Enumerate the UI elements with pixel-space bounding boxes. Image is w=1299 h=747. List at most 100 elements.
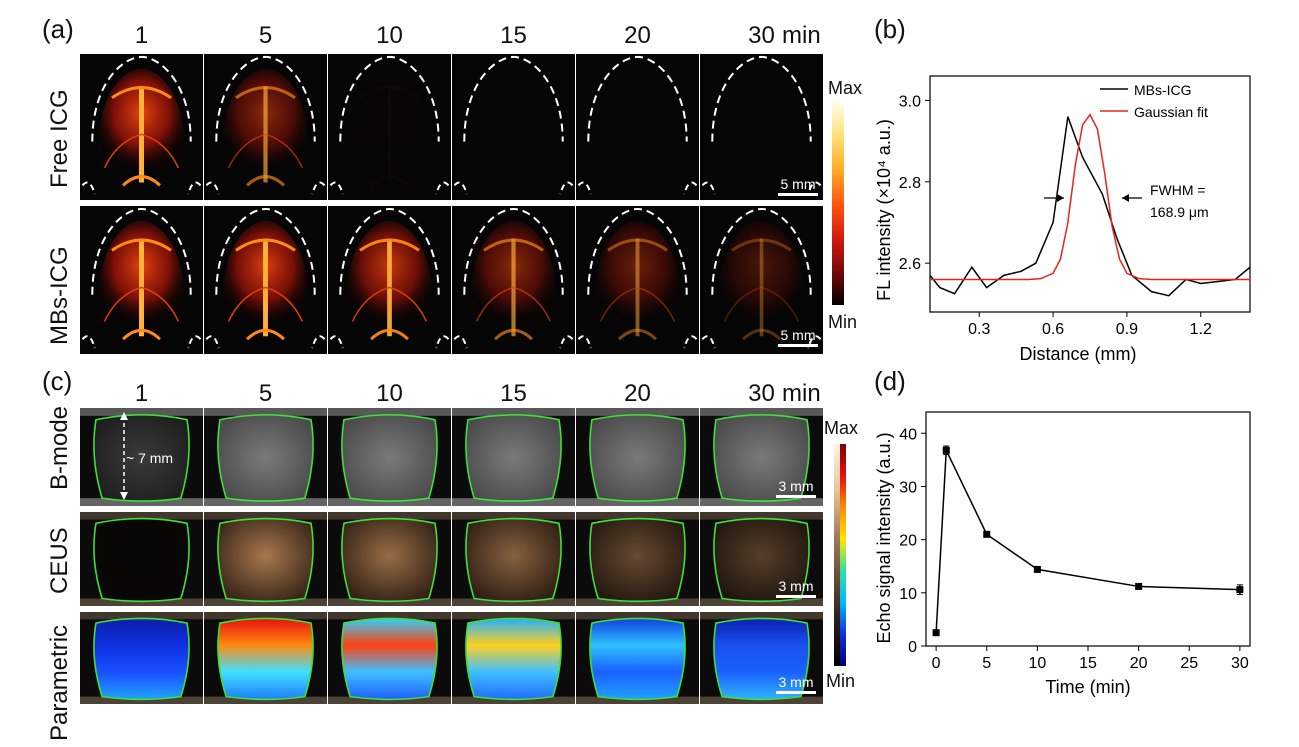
- free-icg-image-15: [452, 54, 575, 200]
- chart-d-point: [1135, 582, 1143, 590]
- scale-bar-c-param-label: 3 mm: [778, 674, 814, 690]
- us-param-image-20: [576, 612, 699, 704]
- chart-d-point: [1236, 586, 1244, 594]
- scale-bar-c-ceus-bar: [776, 595, 816, 598]
- chart-d-xlabel: Time (min): [1045, 677, 1130, 697]
- fwhm-annotation: FWHM = 168.9 μm: [1044, 182, 1209, 220]
- colorbar-a-min: Min: [828, 312, 858, 332]
- row-label-mbs-icg: MBs-ICG: [46, 246, 73, 345]
- time-label-a-1: 1: [134, 22, 149, 49]
- chart-d-ytick-label: 30: [899, 479, 917, 496]
- chart-b-series-1-line: [930, 113, 1250, 281]
- us-bmode-image-20: [576, 408, 699, 506]
- scale-bar-c-param: 3 mm: [776, 674, 816, 694]
- mbs-icg-image-30: [700, 206, 823, 354]
- scale-bar-c-bmode-label: 3 mm: [778, 478, 814, 494]
- chart-d-point: [1033, 565, 1041, 573]
- chart-d-ytick-label: 0: [908, 639, 917, 656]
- chart-b-ytick-label: 2.8: [899, 175, 921, 192]
- free-icg-image-30: [700, 54, 823, 200]
- chart-b-xtick-label: 0.9: [1116, 321, 1138, 338]
- mbs-icg-image-20: [576, 206, 699, 354]
- fwhm-label: FWHM =: [1150, 182, 1206, 198]
- us-param-image-1: [80, 612, 203, 704]
- colorbar-a-max: Max: [828, 78, 863, 98]
- depth-annotation-label: ~ 7 mm: [126, 450, 174, 466]
- chart-d-xtick-label: 25: [1180, 655, 1198, 672]
- panel-label-a: (a): [42, 14, 74, 44]
- chart-d-series-0-line: [935, 449, 1240, 633]
- fwhm-arrow-right-head: [1122, 194, 1129, 202]
- chart-d-point: [942, 446, 950, 454]
- chart-b: 0.3 0.6 0.9 1.2 2.6 2.8 3.0 Distance (mm) FL i…: [874, 75, 1251, 364]
- time-label-a-15: 15: [500, 22, 527, 49]
- scale-bar-c-ceus-label: 3 mm: [778, 578, 814, 594]
- chart-d-xtick-label: 30: [1231, 655, 1249, 672]
- chart-d-ylabel: Echo signal intensity (a.u.): [874, 432, 894, 643]
- free-icg-image-10: [328, 54, 451, 200]
- legend-mbs-icg: MBs-ICG: [1134, 82, 1192, 98]
- colorbar-c: [834, 444, 846, 666]
- time-label-c-20: 20: [624, 380, 651, 407]
- scale-bar-a-free-label: 5 mm: [780, 176, 816, 192]
- us-bmode-image-15: [452, 408, 575, 506]
- row-label-parametric: Parametric: [46, 624, 73, 741]
- scale-bar-c-param-bar: [776, 691, 816, 694]
- chart-d-point: [983, 530, 991, 538]
- chart-d-xtick-label: 5: [982, 655, 991, 672]
- row-label-ceus: CEUS: [46, 527, 73, 594]
- colorbar-a: [832, 100, 844, 305]
- us-ceus-image-20: [576, 512, 699, 606]
- chart-b-frame: [929, 75, 1251, 313]
- fwhm-value: 168.9 μm: [1150, 204, 1209, 220]
- chart-d-ytick-label: 20: [899, 533, 917, 550]
- time-unit-c: min: [782, 380, 821, 407]
- scale-bar-c-ceus: 3 mm: [776, 578, 816, 598]
- row-label-b-mode: B-mode: [46, 405, 73, 490]
- time-label-c-1: 1: [134, 380, 149, 407]
- us-ceus-image-5: [204, 512, 327, 606]
- time-label-c-15: 15: [500, 380, 527, 407]
- chart-b-xtick-label: 0.3: [968, 321, 990, 338]
- row-label-free-icg: Free ICG: [46, 89, 73, 188]
- free-icg-image-5: [204, 54, 327, 200]
- legend-gaussian-fit: Gaussian fit: [1134, 104, 1208, 120]
- chart-b-ytick-label: 3.0: [899, 93, 921, 110]
- time-label-c-30: 30: [748, 380, 775, 407]
- time-label-c-10: 10: [376, 380, 403, 407]
- chart-b-series-0-line: [929, 116, 1251, 297]
- us-ceus-image-10: [328, 512, 451, 606]
- us-ceus-image-15: [452, 512, 575, 606]
- chart-b-legend: MBs-ICG Gaussian fit: [1100, 82, 1208, 120]
- chart-d-xtick-label: 10: [1028, 655, 1046, 672]
- us-bmode-image-30: [700, 408, 823, 506]
- time-label-a-10: 10: [376, 22, 403, 49]
- us-param-image-30: [700, 612, 823, 704]
- free-icg-image-20: [576, 54, 699, 200]
- time-label-c-5: 5: [258, 380, 273, 407]
- us-bmode-image-5: [204, 408, 327, 506]
- scale-bar-c-bmode-bar: [776, 495, 816, 498]
- us-param-image-5: [204, 612, 327, 704]
- time-label-a-30: 30: [748, 22, 775, 49]
- chart-d-frame: [925, 411, 1251, 647]
- panel-label-d: (d): [874, 366, 906, 396]
- chart-d-point: [932, 629, 940, 637]
- us-ceus-image-1: [80, 512, 203, 606]
- scale-bar-a-free-bar: [778, 193, 818, 196]
- us-ceus-image-30: [700, 512, 823, 606]
- us-param-image-10: [328, 612, 451, 704]
- time-unit-a: min: [782, 22, 821, 49]
- us-param-image-15: [452, 612, 575, 704]
- chart-d-xtick-label: 0: [932, 655, 941, 672]
- mbs-icg-image-1: [80, 206, 203, 354]
- chart-d: 0 5 10 15 20 25 30 0 10 20 30 40 Time (min) Echo si…: [874, 411, 1251, 697]
- free-icg-image-1: [80, 54, 203, 200]
- panel-label-c: (c): [42, 366, 73, 396]
- mbs-icg-image-10: [328, 206, 451, 354]
- scale-bar-a-mbs-bar: [778, 344, 818, 347]
- scale-bar-a-mbs-label: 5 mm: [780, 327, 816, 343]
- us-bmode-image-10: [328, 408, 451, 506]
- time-label-a-5: 5: [258, 22, 273, 49]
- chart-b-xtick-label: 1.2: [1190, 321, 1212, 338]
